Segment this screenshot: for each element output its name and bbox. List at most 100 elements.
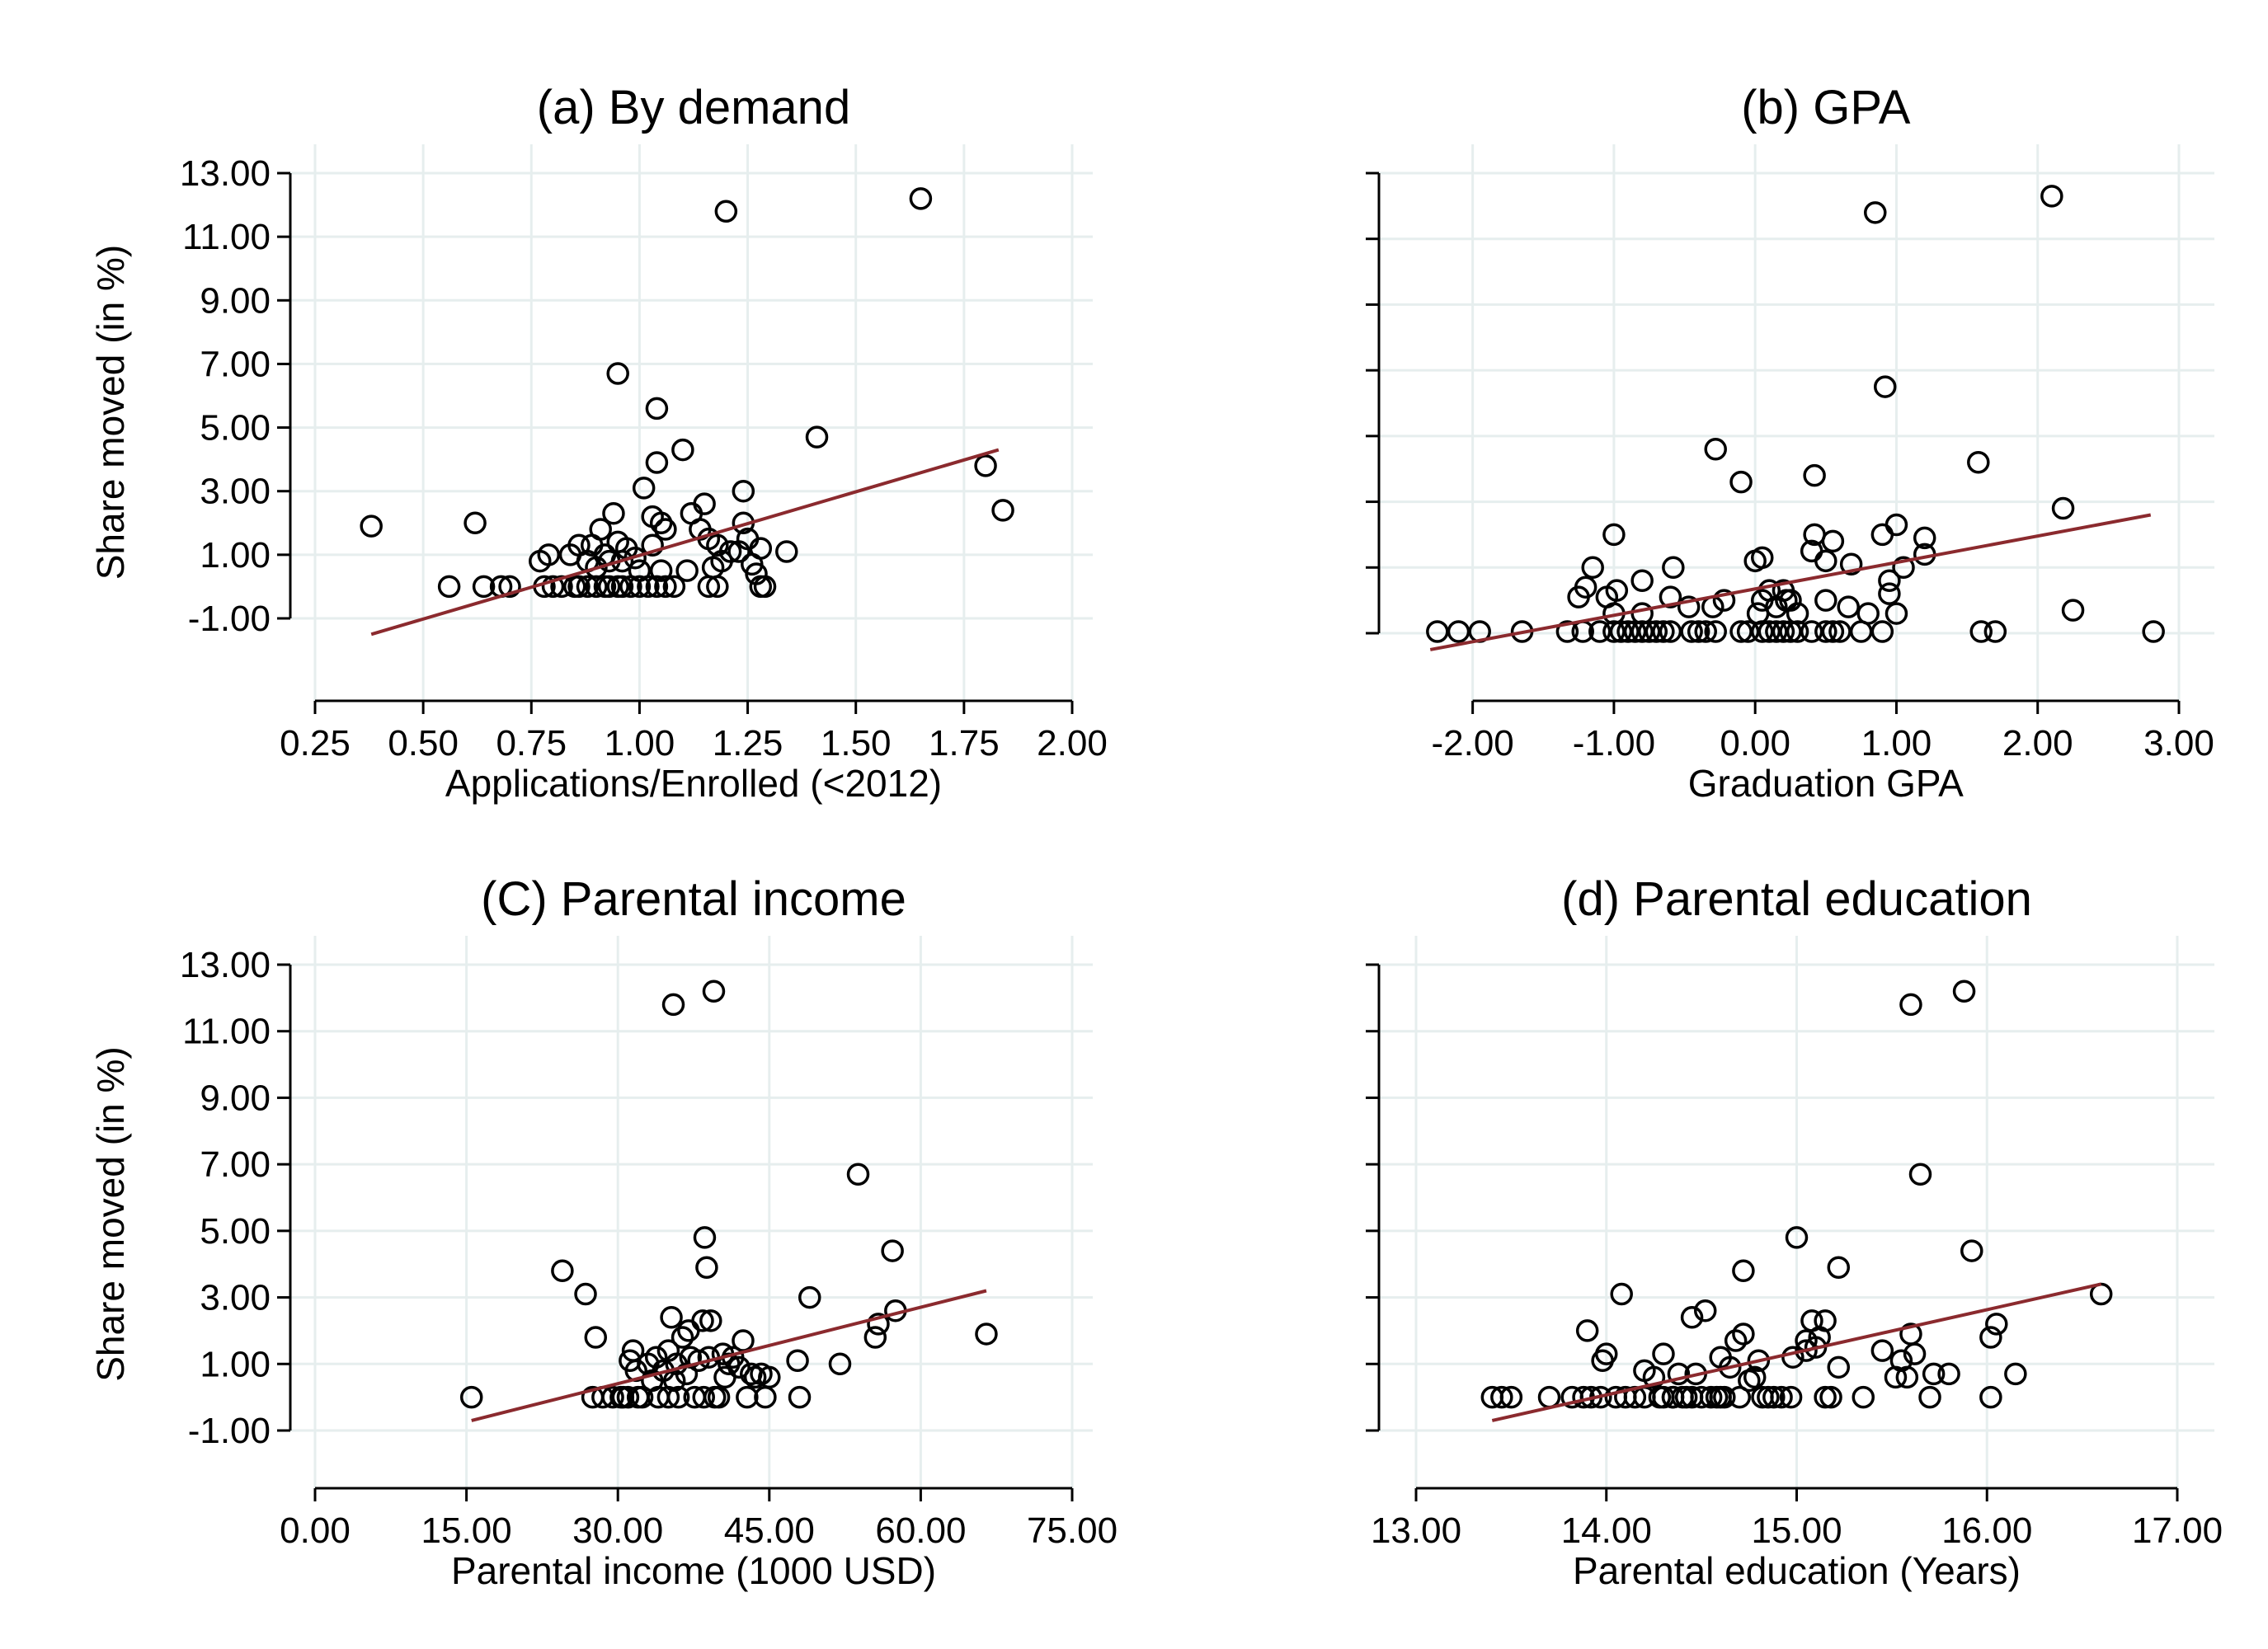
data-point: [1447, 620, 1470, 643]
x-tick-label: 0.00: [1720, 723, 1790, 763]
data-point: [641, 533, 664, 557]
y-tick-label: -1.00: [188, 599, 271, 639]
data-point: [437, 575, 461, 599]
data-point: [589, 518, 612, 541]
data-point: [695, 1256, 718, 1279]
data-point: [645, 451, 669, 474]
x-tick-label: 13.00: [1371, 1510, 1461, 1551]
data-point: [1814, 589, 1837, 612]
data-point: [1878, 569, 1901, 592]
data-point: [675, 1362, 699, 1386]
data-point: [1680, 1306, 1704, 1329]
fit-line: [1429, 513, 2152, 651]
data-point: [1864, 201, 1887, 224]
data-point: [1892, 556, 1915, 580]
data-point: [1595, 1342, 1618, 1365]
data-point: [1499, 1385, 1523, 1409]
data-point: [644, 1346, 668, 1369]
data-point: [1908, 1163, 1932, 1186]
x-tick-label: 30.00: [572, 1510, 663, 1551]
data-point: [626, 1385, 650, 1409]
data-point: [707, 1385, 731, 1409]
y-tick-label: 13.00: [180, 153, 271, 194]
data-point: [1747, 1349, 1771, 1372]
data-point: [459, 1385, 483, 1409]
data-point: [675, 559, 699, 582]
data-point: [593, 575, 617, 599]
data-point: [637, 575, 660, 599]
x-tick-label: 1.50: [821, 723, 892, 763]
data-point: [1426, 620, 1449, 643]
data-point: [472, 575, 496, 599]
data-point: [1870, 1339, 1894, 1362]
x-tick-label: 15.00: [1751, 1510, 1842, 1551]
data-point: [576, 575, 600, 599]
data-point: [1983, 620, 2007, 643]
data-point: [2061, 599, 2085, 622]
data-point: [753, 575, 777, 599]
data-point: [1779, 1385, 1803, 1409]
data-point: [1490, 1385, 1513, 1409]
data-point: [1781, 1346, 1805, 1369]
data-point: [1729, 470, 1753, 494]
data-point: [1803, 463, 1826, 487]
data-point: [1918, 1385, 1941, 1409]
data-point: [1770, 1385, 1793, 1409]
y-tick-label: 1.00: [200, 535, 271, 576]
fit-line: [1491, 1282, 2102, 1422]
data-point: [1652, 1342, 1675, 1365]
data-point: [656, 1385, 680, 1409]
data-point: [798, 1285, 821, 1309]
data-point: [732, 479, 755, 503]
y-tick-label: 9.00: [200, 280, 271, 321]
data-point: [1814, 1309, 1837, 1332]
data-point: [662, 575, 686, 599]
x-tick-label: 1.75: [929, 723, 1000, 763]
data-point: [541, 575, 565, 599]
data-point: [671, 1326, 694, 1349]
data-point: [1537, 1385, 1561, 1409]
data-point: [786, 1349, 809, 1372]
data-point: [1645, 620, 1668, 643]
x-tick-label: 16.00: [1941, 1510, 2032, 1551]
y-tick-label: 5.00: [200, 1211, 271, 1252]
data-point: [1852, 1385, 1875, 1409]
data-point: [1772, 620, 1795, 643]
data-point: [706, 575, 729, 599]
data-point: [463, 511, 487, 535]
data-point: [610, 549, 634, 573]
data-point: [654, 518, 677, 541]
data-point: [645, 397, 669, 420]
data-point: [1674, 1385, 1698, 1409]
y-tick-label: 7.00: [200, 1144, 271, 1185]
data-point: [693, 1226, 717, 1249]
data-point: [1630, 569, 1654, 592]
fit-line: [471, 1289, 987, 1422]
data-point: [661, 993, 685, 1017]
x-tick-label: 0.25: [280, 723, 351, 763]
data-point: [584, 1326, 608, 1349]
data-point: [671, 438, 694, 462]
y-axis-label: Share moved (in %): [89, 1046, 132, 1382]
data-point: [1885, 602, 1908, 625]
data-point: [1694, 620, 1717, 643]
data-point: [1821, 620, 1845, 643]
data-point: [360, 514, 383, 538]
data-point: [1795, 1339, 1818, 1362]
y-tick-label: 3.00: [200, 1278, 271, 1318]
data-point: [1555, 620, 1579, 643]
data-point: [632, 477, 656, 500]
x-tick-label: 0.75: [496, 723, 567, 763]
data-point: [551, 1259, 574, 1283]
data-point: [1732, 1322, 1755, 1346]
data-point: [1712, 589, 1736, 612]
data-point: [1732, 1259, 1755, 1283]
data-point: [718, 540, 742, 563]
data-point: [991, 499, 1014, 522]
x-tick-label: 0.50: [388, 723, 459, 763]
data-point: [649, 559, 673, 582]
data-point: [867, 1313, 890, 1336]
data-point: [1746, 602, 1770, 625]
x-tick-label: -1.00: [1573, 723, 1655, 763]
data-point: [1856, 602, 1880, 625]
